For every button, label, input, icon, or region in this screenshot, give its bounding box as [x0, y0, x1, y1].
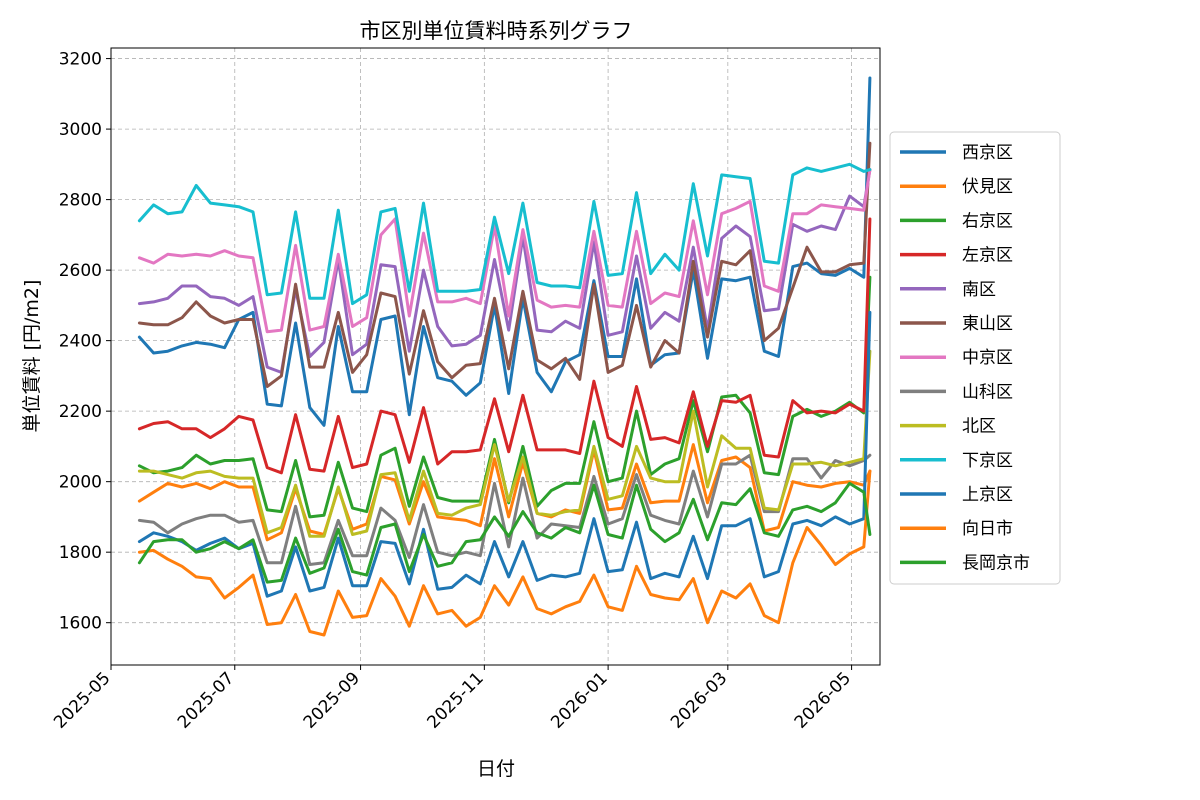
x-tick-label: 2025-11 — [424, 668, 488, 732]
x-tick-label: 2026-05 — [791, 668, 855, 732]
y-tick-label: 2400 — [59, 332, 102, 352]
series-line — [137, 141, 872, 388]
y-tick-label: 1800 — [59, 543, 102, 563]
y-tick-label: 2600 — [59, 261, 102, 281]
series-line — [137, 443, 872, 542]
series-line — [137, 217, 872, 475]
x-axis-label: 日付 — [477, 758, 515, 780]
x-tick-label: 2025-09 — [300, 668, 364, 732]
legend-label: 下京区 — [962, 451, 1013, 471]
legend-label: 南区 — [962, 280, 996, 300]
series-line — [137, 76, 872, 427]
y-axis-label: 単位賃料 [円/m2] — [21, 280, 43, 433]
x-tick-label: 2026-03 — [667, 668, 731, 732]
series-line — [137, 168, 872, 334]
series-group — [137, 76, 872, 637]
chart-title: 市区別単位賃料時系列グラフ — [360, 19, 633, 43]
legend-label: 東山区 — [962, 314, 1013, 334]
legend-label: 伏見区 — [962, 177, 1013, 197]
series-line — [137, 162, 872, 306]
y-tick-label: 2800 — [59, 191, 102, 211]
legend-label: 西京区 — [962, 143, 1013, 163]
legend-frame — [889, 131, 1061, 585]
y-tick-label: 3200 — [59, 50, 102, 70]
y-tick-label: 3000 — [59, 120, 102, 140]
series-line — [137, 275, 872, 519]
y-tick-label: 1600 — [59, 614, 102, 634]
x-axis: 2025-05 2025-07 2025-09 2025-11 2026-01 2026-… — [50, 665, 855, 733]
x-tick-label: 2025-05 — [50, 668, 114, 732]
legend-label: 向日市 — [962, 519, 1013, 539]
series-line — [137, 349, 872, 538]
grid — [110, 48, 880, 665]
series-line — [137, 310, 872, 598]
series-line — [137, 469, 872, 637]
legend-label: 山科区 — [962, 382, 1013, 402]
y-tick-label: 2200 — [59, 402, 102, 422]
legend-label: 長岡京市 — [962, 553, 1030, 573]
x-tick-label: 2025-07 — [174, 668, 238, 732]
legend-label: 北区 — [962, 417, 996, 437]
y-axis: 1600 1800 2000 2200 2400 2600 2800 3000 3200 — [59, 50, 111, 634]
legend-label: 中京区 — [962, 348, 1013, 368]
series-line — [137, 168, 872, 374]
legend-label: 右京区 — [962, 211, 1013, 231]
legend-label: 上京区 — [962, 485, 1013, 505]
y-tick-label: 2000 — [59, 473, 102, 493]
legend-label: 左京区 — [962, 246, 1013, 266]
plot-frame — [110, 47, 881, 666]
series-line — [137, 481, 872, 584]
x-tick-label: 2026-01 — [547, 668, 611, 732]
